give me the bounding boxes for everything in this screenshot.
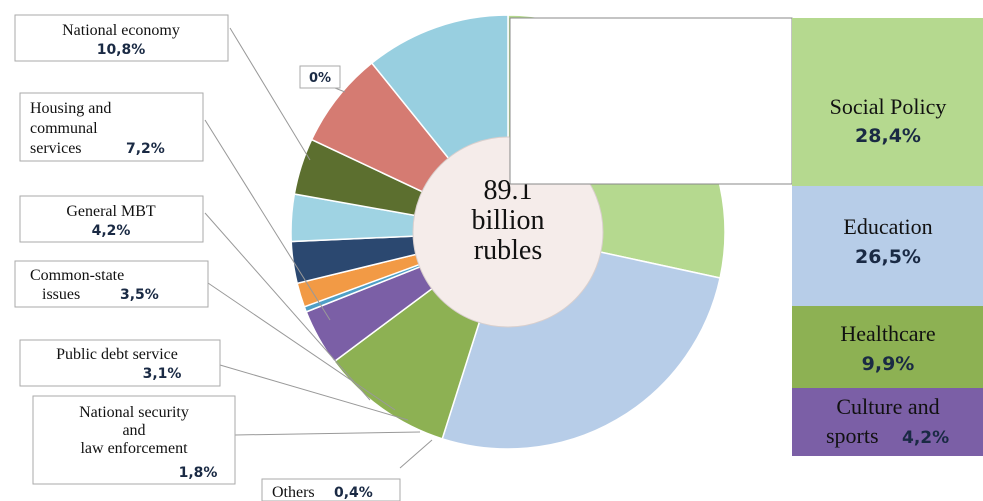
legend-education: Education 26,5% <box>792 186 983 306</box>
legend-value: 26,5% <box>855 246 921 268</box>
callout-value: 4,2% <box>92 223 131 239</box>
callout-title-line-3: services <box>30 140 82 157</box>
callout-value: 3,5% <box>120 287 159 303</box>
callout-title-line-2: and <box>122 422 145 439</box>
legend-block <box>792 18 983 186</box>
callout-title-line-3: law enforcement <box>80 440 188 457</box>
leader-others <box>399 439 433 469</box>
callout-box <box>299 65 341 89</box>
total-line-2: billion <box>471 205 544 236</box>
leader-general-mbt <box>204 212 371 401</box>
callout-box <box>261 478 401 501</box>
leader-national-economy <box>229 27 311 161</box>
callout-title-line-1: National security <box>79 404 189 421</box>
callout-box <box>19 339 221 387</box>
legend-block <box>792 186 983 306</box>
legend-healthcare: Healthcare 9,9% <box>792 306 983 388</box>
legend-title: Healthcare <box>840 321 935 346</box>
legend-title: Education <box>843 214 932 239</box>
callout-value: 10,8% <box>97 42 146 58</box>
callout-title: General MBT <box>66 203 156 220</box>
legend-title: Social Policy <box>830 94 947 119</box>
leader-common-state <box>207 282 396 411</box>
legend-connector-box <box>509 17 793 185</box>
callout-national-security: National security and law enforcement 1,… <box>32 395 236 485</box>
callout-title-line-1: Housing and <box>30 100 111 117</box>
legend-title-line-2: sports <box>826 423 879 448</box>
leader-lines <box>204 27 433 469</box>
total-line-3: rubles <box>474 235 542 266</box>
callout-general-mbt: General MBT 4,2% <box>19 195 204 243</box>
legend-value: 4,2% <box>902 428 949 448</box>
callout-title: National economy <box>62 22 180 39</box>
callout-value: 0,4% <box>334 485 373 501</box>
callout-box <box>14 260 209 308</box>
legend-social-policy: Social Policy 28,4% <box>792 18 983 186</box>
callout-title-line-2: issues <box>42 286 80 303</box>
callout-value: 3,1% <box>143 366 182 382</box>
callout-common-state: Common-state issues 3,5% <box>14 260 209 308</box>
callout-box <box>19 92 204 162</box>
callout-public-debt: Public debt service 3,1% <box>19 339 221 387</box>
callout-value: 7,2% <box>126 141 165 157</box>
legend-block <box>792 306 983 388</box>
callout-others: Others 0,4% <box>261 478 401 501</box>
legend-value: 9,9% <box>862 353 915 375</box>
callout-box <box>32 395 236 485</box>
callout-title: Public debt service <box>56 346 178 363</box>
legend-value: 28,4% <box>855 125 921 147</box>
callout-title-line-1: Common-state <box>30 267 124 284</box>
legend-title-line-1: Culture and <box>836 394 939 419</box>
callout-title: Others <box>272 484 315 501</box>
callout-value: 0% <box>309 71 331 86</box>
callout-box <box>14 14 229 62</box>
callout-housing: Housing and communal services 7,2% <box>19 92 204 162</box>
callout-title-line-2: communal <box>30 120 98 137</box>
callout-box <box>19 195 204 243</box>
callout-national-economy: National economy 10,8% <box>14 14 229 62</box>
leader-national-security <box>234 431 421 436</box>
legend-block <box>792 388 983 456</box>
leader-housing <box>204 119 331 321</box>
callout-value: 1,8% <box>179 465 218 481</box>
callout-zero: 0% <box>299 65 341 89</box>
leader-public-debt <box>219 364 409 421</box>
legend-culture-sports: Culture and sports 4,2% <box>792 388 983 456</box>
